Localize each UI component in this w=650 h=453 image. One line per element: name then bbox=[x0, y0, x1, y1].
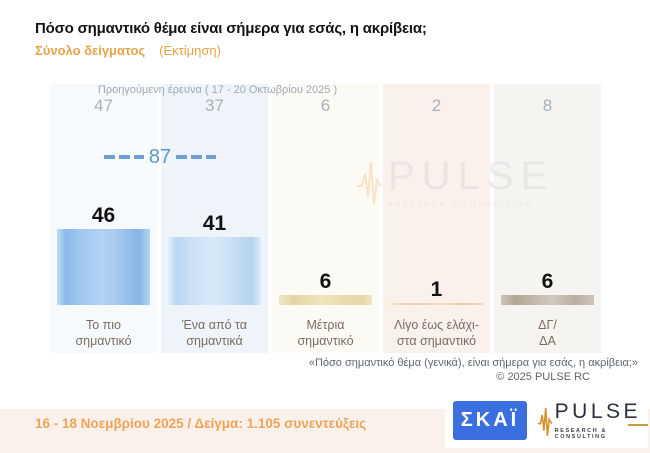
column-most-important: 47 46 Το πιο σημαντικό bbox=[50, 84, 157, 353]
footnote-question: «Πόσο σημαντικό θέμα (γενικά), είναι σήμ… bbox=[308, 357, 638, 369]
watermark-text: PULSE bbox=[388, 154, 555, 198]
previous-value: 47 bbox=[94, 96, 113, 115]
previous-survey-label: Προηγούμενη έρευνα ( 17 - 20 Οκτωβρίου 2… bbox=[97, 84, 338, 96]
estimate-note: (Εκτίμηση) bbox=[159, 43, 221, 58]
pulse-logo-rule bbox=[628, 424, 648, 426]
page-title: Πόσο σημαντικό θέμα είναι σήμερα για εσά… bbox=[35, 20, 427, 37]
category-label: Λίγο έως ελάχι- στα σημαντικό bbox=[394, 318, 479, 348]
bar-most-important bbox=[57, 229, 150, 305]
column-dont-know: 8 6 ΔΓ/ ΔΑ bbox=[494, 84, 601, 353]
pulse-logo-subtext: RESEARCH & CONSULTING bbox=[554, 428, 608, 440]
category-label: Μέτρια σημαντικό bbox=[297, 318, 354, 348]
bar-dont-know bbox=[501, 295, 594, 305]
previous-value: 8 bbox=[542, 96, 553, 115]
bar-value-label: 1 bbox=[430, 277, 443, 301]
bar-value-label: 6 bbox=[541, 270, 554, 294]
category-label: ΔΓ/ ΔΑ bbox=[538, 318, 557, 348]
pulse-logo: PULSE RESEARCH & CONSULTING bbox=[537, 401, 648, 441]
dash-line-left bbox=[103, 155, 144, 159]
column-little-important: 2 1 Λίγο έως ελάχι- στα σημαντικό bbox=[383, 84, 490, 353]
pulse-watermark: PULSE RESEARCH & CONSULTING bbox=[356, 156, 554, 209]
column-moderately-important: 6 6 Μέτρια σημαντικό bbox=[272, 84, 379, 353]
footnote-copyright: © 2025 PULSE RC bbox=[496, 371, 590, 383]
watermark-subtext: RESEARCH & CONSULTING bbox=[388, 202, 534, 209]
previous-value: 2 bbox=[431, 96, 442, 115]
bar-moderately-important bbox=[279, 295, 372, 305]
pulse-waveform-icon bbox=[357, 161, 382, 205]
skai-logo: ΣΚΑΪ bbox=[453, 401, 528, 440]
combined-total-marker: 87 bbox=[94, 146, 226, 168]
combined-total-value: 87 bbox=[148, 146, 172, 168]
pulse-logo-text: PULSE bbox=[554, 400, 642, 423]
column-one-of-important: 37 41 Ένα από τα σημαντικά bbox=[161, 84, 268, 353]
chart-subtitle: Σύνολο δείγματος (Εκτίμηση) bbox=[35, 43, 221, 58]
previous-value: 6 bbox=[320, 96, 331, 115]
footer-fieldwork-info: 16 - 18 Νοεμβρίου 2025 / Δείγμα: 1.105 σ… bbox=[35, 416, 367, 431]
footnote: «Πόσο σημαντικό θέμα (γενικά), είναι σήμ… bbox=[309, 356, 638, 384]
dash-line-right bbox=[176, 155, 217, 159]
bar-value-label: 41 bbox=[202, 212, 227, 236]
bar-one-of-important bbox=[168, 237, 261, 305]
bar-value-label: 6 bbox=[319, 270, 332, 294]
bar-little-important bbox=[390, 302, 483, 305]
bar-value-label: 46 bbox=[91, 204, 116, 228]
previous-value: 37 bbox=[205, 96, 224, 115]
pulse-logo-waveform-icon bbox=[537, 407, 553, 436]
sample-label: Σύνολο δείγματος bbox=[35, 43, 146, 58]
logo-area: ΣΚΑΪ PULSE RESEARCH & CONSULTING bbox=[445, 393, 648, 448]
category-label: Το πιο σημαντικό bbox=[75, 318, 132, 348]
category-label: Ένα από τα σημαντικά bbox=[181, 318, 247, 348]
